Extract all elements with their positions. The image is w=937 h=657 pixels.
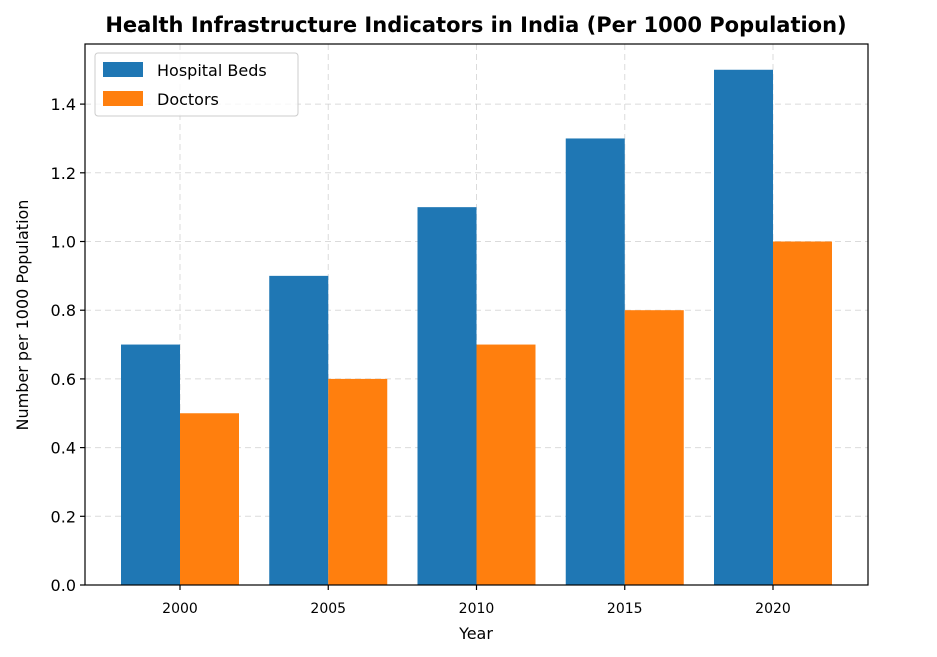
y-tick-label: 0.2 <box>51 507 76 526</box>
y-tick-label: 0.0 <box>51 576 76 595</box>
y-tick-label: 1.0 <box>51 233 76 252</box>
y-axis-ticks: 0.0 0.2 0.4 0.6 0.8 1.0 1.2 1.4 <box>51 95 85 595</box>
bar-doctors-2020 <box>773 241 832 585</box>
bar-hospital-beds-2005 <box>269 275 329 585</box>
x-tick-label: 2020 <box>755 601 791 617</box>
x-tick-label: 2010 <box>459 601 495 617</box>
x-tick-label: 2015 <box>607 601 643 617</box>
bar-doctors-2010 <box>476 344 536 585</box>
bar-hospital-beds-2010 <box>417 207 477 585</box>
x-tick-label: 2000 <box>162 601 198 617</box>
y-tick-label: 0.8 <box>51 301 76 320</box>
legend-label-hospital-beds: Hospital Beds <box>157 61 267 80</box>
y-tick-label: 0.6 <box>51 370 76 389</box>
x-tick-label: 2005 <box>310 601 346 617</box>
y-tick-label: 1.2 <box>51 164 76 183</box>
bar-hospital-beds-2000 <box>121 344 180 585</box>
bar-doctors-2005 <box>328 378 388 585</box>
legend-swatch-doctors <box>103 91 143 106</box>
legend-swatch-hospital-beds <box>103 62 143 77</box>
legend: Hospital Beds Doctors <box>94 52 299 117</box>
y-tick-label: 1.4 <box>51 95 76 114</box>
y-tick-label: 0.4 <box>51 439 76 458</box>
bar-doctors-2015 <box>624 310 684 585</box>
legend-label-doctors: Doctors <box>157 90 219 109</box>
y-axis-label: Number per 1000 Population <box>13 200 32 431</box>
x-axis-ticks: 2000 2005 2010 2015 2020 <box>162 585 791 617</box>
bar-hospital-beds-2020 <box>714 69 773 585</box>
x-axis-label: Year <box>458 624 493 643</box>
bars <box>121 69 832 585</box>
bar-hospital-beds-2015 <box>565 138 625 585</box>
bar-doctors-2000 <box>180 413 239 585</box>
legend-box <box>94 52 299 117</box>
chart-title: Health Infrastructure Indicators in Indi… <box>105 13 846 37</box>
